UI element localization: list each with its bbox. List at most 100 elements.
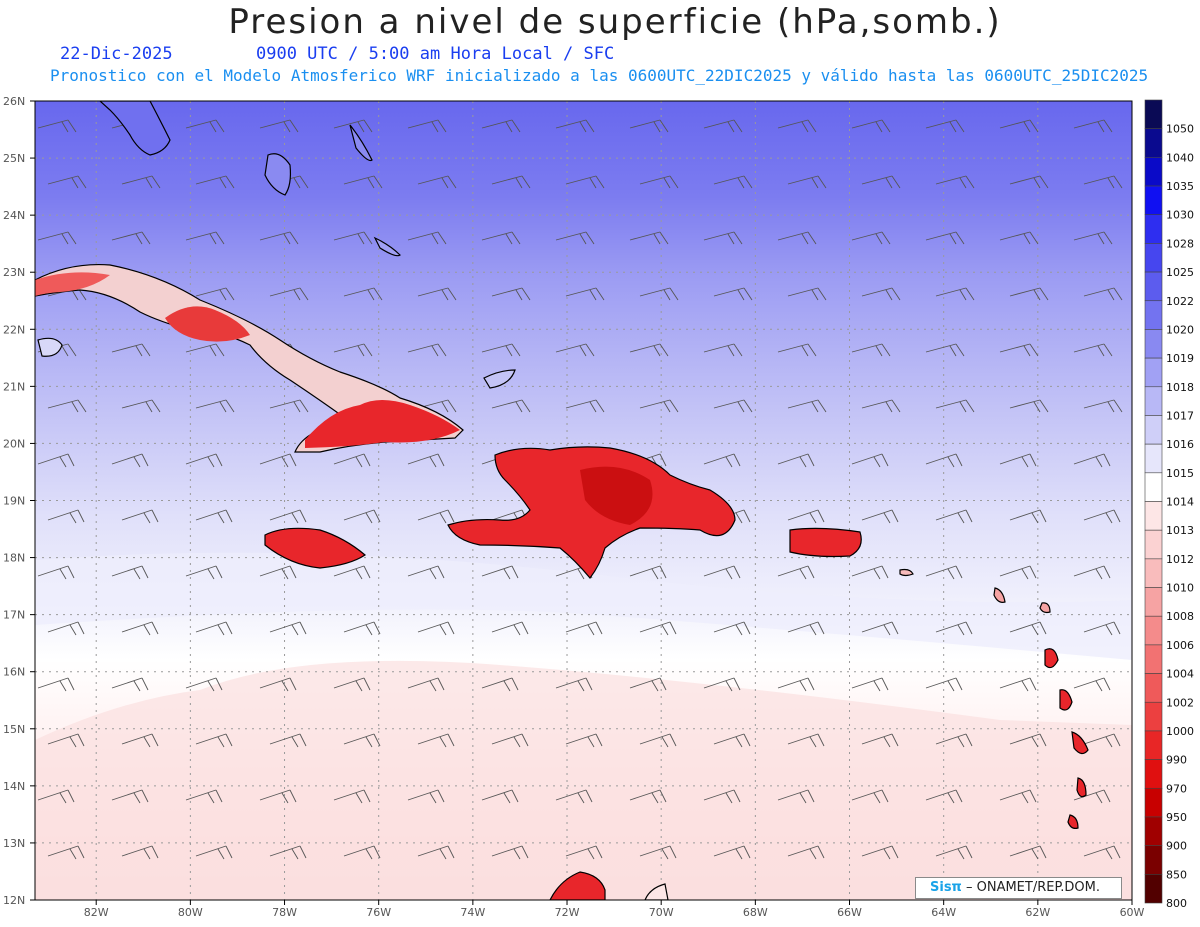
wind-barb <box>861 733 899 748</box>
colorbar-label: 1028 <box>1166 237 1194 250</box>
colorbar-swatch <box>1144 214 1163 244</box>
colorbar-label: 850 <box>1166 868 1187 881</box>
wind-barb <box>1009 509 1047 524</box>
wind-barb <box>1083 399 1123 413</box>
wind-barb <box>417 287 457 301</box>
wind-barb <box>111 565 149 580</box>
wind-barb <box>713 175 753 189</box>
wind-barb <box>1083 509 1121 524</box>
wind-barb <box>407 453 445 468</box>
wind-barb <box>481 231 521 245</box>
wind-barb <box>407 343 447 357</box>
colorbar-label: 1014 <box>1166 496 1194 509</box>
wind-barb <box>269 287 309 301</box>
colorbar: 1050 1040 1035 1030 1028 1025 1022 1020 1019 1018… <box>1144 99 1194 910</box>
lon-label: 72W <box>555 906 580 919</box>
colorbar-label: 1000 <box>1166 725 1194 738</box>
wind-barb <box>185 789 223 804</box>
wind-barb <box>999 119 1039 133</box>
wind-barb <box>343 621 381 636</box>
lat-label: 21N <box>3 380 25 393</box>
colorbar-swatch <box>1144 329 1163 359</box>
wind-barb <box>195 733 233 748</box>
wind-barb <box>1009 399 1049 413</box>
colorbar-label: 970 <box>1166 782 1187 795</box>
wind-barb <box>1009 175 1049 189</box>
cuba-high-pressure-core-west <box>165 306 250 342</box>
wind-barb <box>999 231 1039 245</box>
colorbar-label: 1016 <box>1166 438 1194 451</box>
wind-barb <box>935 175 975 189</box>
wind-barb <box>787 287 827 301</box>
bahamas-andros <box>264 153 292 196</box>
wind-barb <box>999 789 1037 804</box>
wind-barb <box>777 343 817 357</box>
wind-barb <box>185 677 223 692</box>
wind-barb <box>195 287 235 301</box>
wind-barb <box>333 343 373 357</box>
wind-barb <box>185 119 225 133</box>
wind-barb <box>407 119 447 133</box>
wind-barb <box>851 119 891 133</box>
wind-barb <box>185 343 225 357</box>
wind-barb <box>713 621 751 636</box>
colorbar-swatch <box>1144 300 1163 330</box>
wind-barb <box>185 231 225 245</box>
wind-barb <box>565 845 603 860</box>
wind-barb <box>861 399 901 413</box>
wind-barb <box>491 845 529 860</box>
wind-barb <box>861 509 899 524</box>
credit-text: – ONAMET/REP.DOM. <box>965 880 1101 895</box>
wind-barb <box>491 399 531 413</box>
colorbar-swatch <box>1144 415 1163 445</box>
virgin-islands <box>899 568 914 577</box>
lon-label: 78W <box>272 906 297 919</box>
wind-barb <box>555 231 595 245</box>
st-kitts <box>993 587 1006 603</box>
colorbar-swatch <box>1144 558 1163 588</box>
wind-barb <box>269 399 309 413</box>
wind-barb <box>851 231 891 245</box>
forecast-info: Pronostico con el Modelo Atmosferico WRF… <box>50 66 1149 85</box>
wind-barb <box>121 621 159 636</box>
wind-barb <box>787 509 825 524</box>
wind-barb <box>47 509 85 524</box>
wind-barb <box>703 677 741 692</box>
wind-barb <box>851 453 889 468</box>
wind-barb <box>47 733 85 748</box>
wind-barb <box>195 175 235 189</box>
wind-barb <box>999 565 1037 580</box>
wind-barb <box>1009 845 1047 860</box>
colorbar-label: 800 <box>1166 897 1187 910</box>
wind-barb <box>481 789 519 804</box>
wind-barb <box>417 733 455 748</box>
bahamas-great-inagua <box>483 369 516 389</box>
wind-barb <box>195 621 233 636</box>
colorbar-swatch <box>1144 128 1163 158</box>
wind-barb <box>47 621 85 636</box>
wind-barb <box>259 453 297 468</box>
lat-label: 24N <box>3 209 25 222</box>
colorbar-swatch <box>1144 529 1163 560</box>
wind-barb <box>121 733 159 748</box>
lon-label: 82W <box>84 906 109 919</box>
wind-barb <box>777 565 815 580</box>
wind-barb <box>111 677 149 692</box>
wind-barb <box>639 845 677 860</box>
wind-barb <box>629 565 667 580</box>
wind-barb <box>639 287 679 301</box>
wind-barb <box>639 399 679 413</box>
colorbar-label: 1030 <box>1166 209 1194 222</box>
wind-barb <box>555 677 593 692</box>
wind-barb <box>703 119 743 133</box>
wind-barb <box>851 789 889 804</box>
colorbar-label: 1018 <box>1166 381 1194 394</box>
wind-barb <box>935 287 975 301</box>
wind-barb <box>259 231 299 245</box>
colorbar-swatch <box>1144 816 1163 846</box>
st-vincent <box>1067 814 1079 829</box>
wind-barb <box>407 565 445 580</box>
wind-barb <box>1074 902 1110 915</box>
wind-barb <box>787 845 825 860</box>
colorbar-swatch <box>1144 386 1163 416</box>
